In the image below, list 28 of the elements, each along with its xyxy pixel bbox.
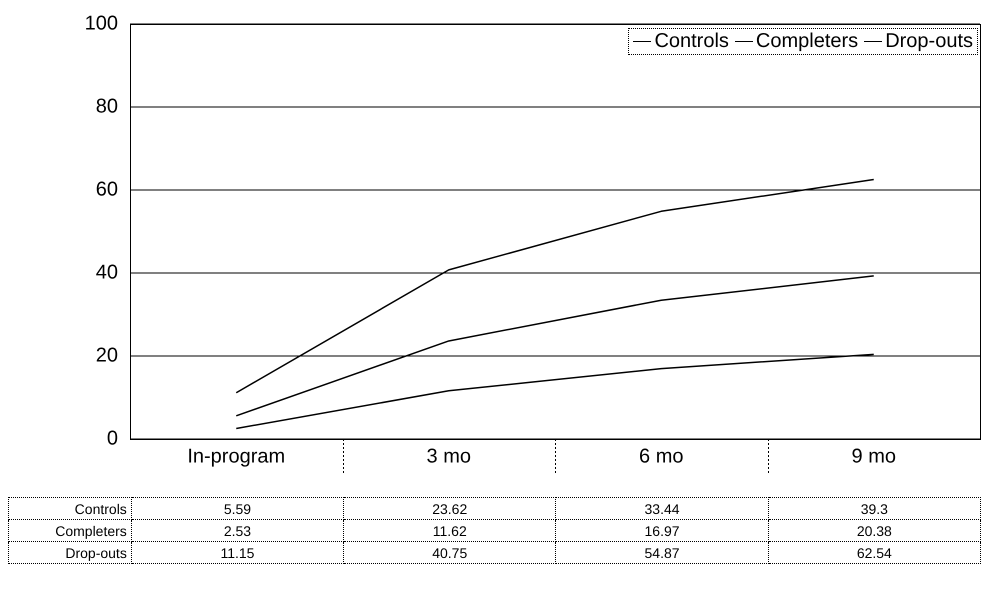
data-label: 39.3 — [768, 498, 980, 520]
text: Drop-outs — [65, 544, 127, 560]
y-tick-label: 80 — [96, 96, 118, 118]
data-label: 11.62 — [344, 520, 556, 542]
text: Controls — [74, 500, 127, 516]
data-label: 23.62 — [344, 498, 556, 520]
y-tick-label: 100 — [84, 12, 118, 35]
y-tick-label: 40 — [96, 262, 118, 284]
data-label: 2.53 — [131, 520, 344, 542]
data-label: 11.15 — [131, 542, 344, 564]
x-tick-label: 3 mo — [426, 446, 471, 468]
data-label: 54.87 — [556, 542, 768, 564]
x-tick-label: In-program — [187, 446, 286, 468]
data-label: 5.59 — [131, 498, 344, 520]
legend-label: Completers — [756, 30, 858, 53]
y-tick-label: 20 — [96, 344, 118, 367]
y-tick-label: 0 — [106, 428, 118, 450]
data-label: 20.38 — [768, 520, 980, 542]
data-label: 33.44 — [556, 498, 768, 520]
data-label: 40.75 — [344, 542, 556, 564]
text: Completers — [55, 522, 127, 538]
legend-label: Drop-outs — [885, 30, 973, 53]
data-label: 16.97 — [556, 520, 768, 542]
x-tick-label: 9 mo — [852, 446, 896, 468]
legend-label: Controls — [654, 30, 729, 53]
x-tick-label: 6 mo — [639, 446, 684, 468]
data-label: 62.54 — [768, 542, 980, 564]
y-tick-label: 60 — [96, 178, 118, 201]
